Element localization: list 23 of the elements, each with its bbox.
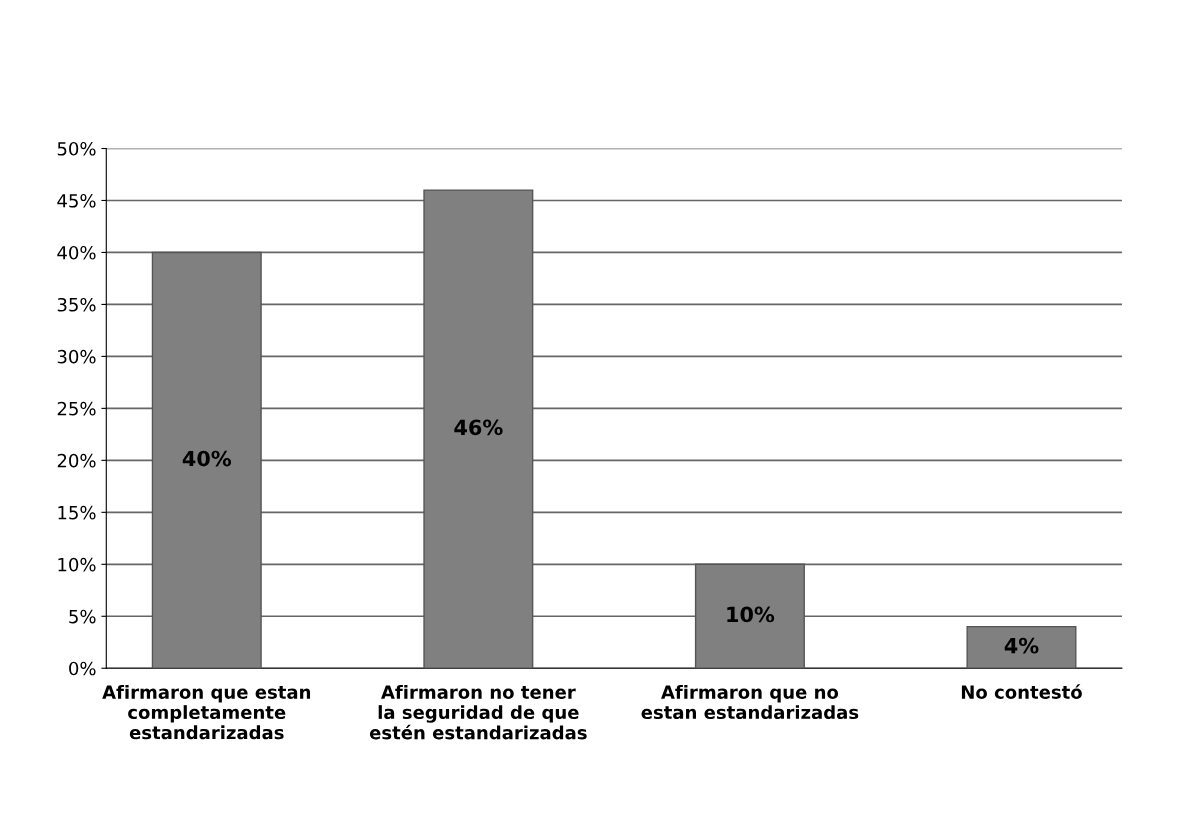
y-tick-label: 25% xyxy=(57,401,96,416)
bar xyxy=(966,625,1077,669)
y-tick-label: 0% xyxy=(69,661,96,676)
y-tick-label: 10% xyxy=(58,557,96,572)
y-tick-label: 35% xyxy=(57,297,96,312)
x-tick-label: Afirmaron no tener la seguridad de que estén estandarizadas xyxy=(369,684,587,740)
data-label: 10% xyxy=(727,606,775,623)
y-tick-label: 50% xyxy=(57,141,96,156)
data-label: 46% xyxy=(454,419,503,436)
y-tick-label: 45% xyxy=(57,193,96,208)
y-tick-label: 30% xyxy=(57,349,96,364)
y-tick-label: 5% xyxy=(69,609,96,624)
data-label: 40% xyxy=(182,450,232,467)
x-tick-label: No contestó xyxy=(961,684,1082,699)
y-tick-label: 40% xyxy=(57,245,96,260)
data-label: 4% xyxy=(1004,637,1039,654)
bar xyxy=(151,251,262,669)
x-tick-label: Afirmaron que estan completamente estandarizadas xyxy=(102,684,311,740)
y-tick-label: 15% xyxy=(58,505,96,520)
y-tick-label: 20% xyxy=(57,453,96,468)
x-tick-label: Afirmaron que no estan estandarizadas xyxy=(641,684,859,720)
bar xyxy=(694,563,805,669)
bar xyxy=(423,189,534,669)
